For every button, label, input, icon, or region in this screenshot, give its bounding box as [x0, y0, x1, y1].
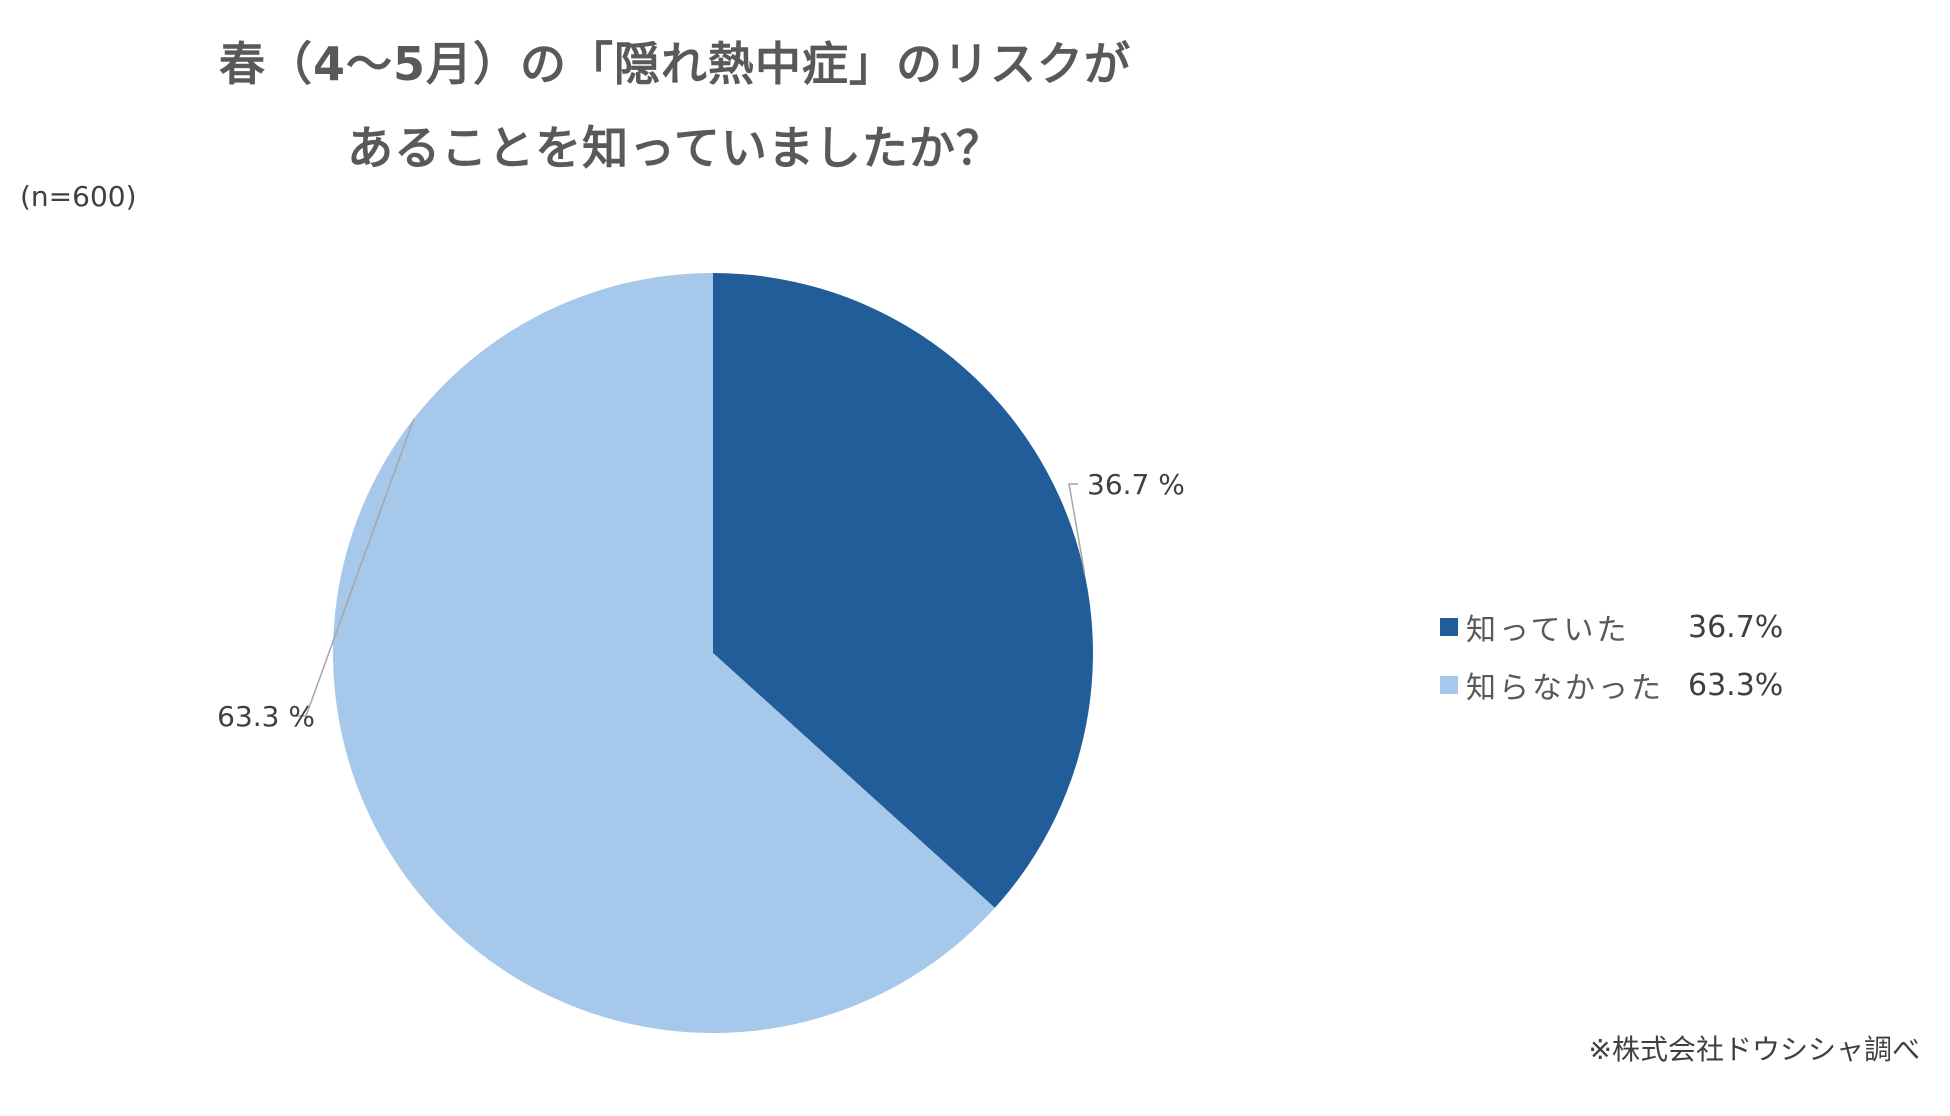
legend-item-known: 知っていた 36.7% — [1440, 598, 1783, 656]
legend-item-unknown: 知らなかった 63.3% — [1440, 656, 1783, 714]
legend: 知っていた 36.7% 知らなかった 63.3% — [1440, 598, 1783, 714]
pie-slice-unknown — [333, 273, 995, 1033]
legend-label-known: 知っていた — [1466, 613, 1630, 648]
legend-value-known: 36.7% — [1688, 609, 1784, 645]
data-label-unknown: 63.3 % — [217, 700, 315, 733]
pie-slice-known — [713, 273, 1093, 908]
sample-size-label: (n=600) — [20, 180, 137, 213]
legend-swatch-unknown — [1440, 676, 1458, 694]
chart-title-line-1: 春（4〜5月）の「隠れ熱中症」のリスクが — [218, 37, 1131, 91]
chart-title-line-2: あることを知っていましたか？ — [347, 121, 1003, 175]
legend-value-unknown: 63.3% — [1688, 667, 1784, 703]
data-label-known: 36.7 % — [1087, 468, 1185, 501]
leader-line-known — [1068, 483, 1086, 575]
source-note: ※株式会社ドウシシャ調べ — [1588, 1033, 1920, 1066]
legend-label-unknown: 知らなかった — [1466, 671, 1664, 706]
legend-swatch-known — [1440, 618, 1458, 636]
leader-line-unknown — [296, 418, 415, 717]
